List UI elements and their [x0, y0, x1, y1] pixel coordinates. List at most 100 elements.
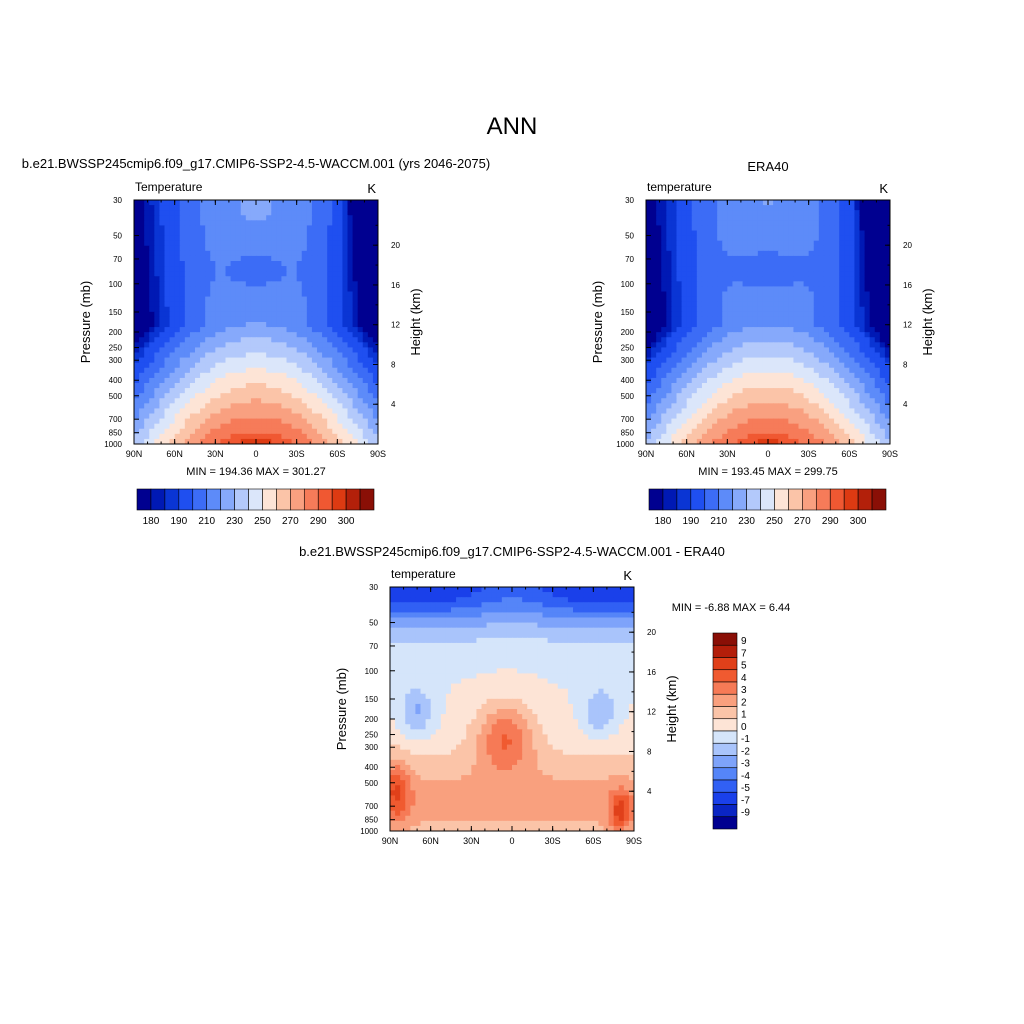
x-tick-label: 0	[253, 449, 258, 459]
contour-cell	[722, 428, 728, 435]
contour-cell	[286, 372, 293, 379]
contour-cell	[240, 362, 247, 369]
contour-cell	[332, 255, 338, 262]
contour-cell	[154, 327, 161, 333]
contour-cell	[552, 587, 559, 593]
contour-cell	[311, 398, 318, 404]
contour-cell	[874, 266, 881, 272]
contour-cell	[261, 423, 267, 430]
contour-cell	[311, 418, 318, 425]
contour-cell	[676, 225, 683, 232]
contour-cell	[139, 250, 145, 257]
contour-cell	[286, 261, 293, 267]
contour-cell	[834, 200, 840, 206]
contour-cell	[367, 266, 374, 272]
contour-cell	[603, 587, 610, 593]
contour-cell	[266, 230, 272, 237]
contour-cell	[676, 250, 683, 257]
contour-cell	[189, 225, 196, 232]
contour-cell	[869, 205, 876, 211]
contour-cell	[651, 357, 657, 364]
contour-cell	[839, 301, 845, 308]
contour-cell	[512, 592, 518, 598]
contour-cell	[174, 261, 181, 267]
contour-cell	[367, 327, 374, 333]
contour-cell	[768, 316, 774, 323]
contour-cell	[722, 367, 728, 374]
contour-cell	[813, 408, 820, 415]
contour-cell	[691, 301, 698, 308]
contour-cell	[184, 200, 191, 206]
contour-cell	[367, 367, 374, 374]
contour-cell	[159, 271, 166, 277]
contour-cell	[752, 200, 759, 206]
contour-cell	[327, 367, 333, 374]
contour-cell	[281, 261, 288, 267]
contour-cell	[681, 301, 688, 308]
contour-cell	[317, 306, 323, 313]
contour-cell	[834, 423, 840, 430]
contour-cell	[701, 306, 708, 313]
contour-cell	[154, 220, 161, 227]
contour-cell	[798, 316, 805, 323]
contour-cell	[864, 296, 871, 303]
contour-cell	[844, 372, 850, 379]
contour-cell	[747, 311, 754, 318]
contour-cell	[139, 316, 145, 323]
contour-cell	[286, 200, 293, 206]
contour-cell	[834, 362, 840, 369]
contour-cell	[367, 377, 374, 384]
contour-cell	[722, 423, 728, 430]
contour-cell	[646, 377, 652, 384]
contour-cell	[306, 377, 313, 384]
contour-cell	[752, 418, 759, 425]
contour-cell	[686, 383, 693, 389]
contour-cell	[839, 383, 845, 389]
contour-cell	[722, 200, 728, 206]
contour-cell	[854, 240, 861, 247]
contour-cell	[701, 245, 708, 252]
contour-cell	[301, 316, 308, 323]
contour-cell	[210, 240, 216, 247]
contour-cell	[788, 362, 795, 369]
contour-cell	[757, 357, 764, 364]
contour-cell	[691, 327, 698, 333]
contour-cell	[712, 362, 718, 369]
contour-cell	[646, 388, 652, 394]
contour-cell	[696, 225, 703, 232]
contour-cell	[332, 428, 338, 435]
contour-cell	[651, 306, 657, 313]
contour-cell	[666, 428, 673, 435]
contour-cell	[367, 413, 374, 420]
contour-cell	[342, 418, 349, 425]
contour-cell	[322, 342, 328, 349]
contour-cell	[271, 230, 277, 237]
contour-cell	[783, 408, 789, 415]
colorbar-label: 290	[310, 516, 327, 527]
contour-cell	[205, 408, 211, 415]
contour-cell	[144, 250, 150, 257]
contour-cell	[144, 220, 150, 227]
contour-cell	[813, 230, 820, 237]
contour-cell	[245, 438, 252, 444]
contour-cell	[829, 220, 835, 227]
contour-cell	[322, 235, 328, 242]
contour-cell	[808, 332, 815, 338]
contour-cell	[527, 587, 533, 593]
contour-cell	[210, 235, 216, 242]
contour-cell	[215, 383, 222, 389]
contour-cell	[762, 413, 769, 420]
page-title: ANN	[486, 113, 538, 140]
contour-cell	[696, 332, 703, 338]
contour-cell	[778, 408, 784, 415]
contour-cell	[184, 352, 191, 359]
contour-cell	[686, 215, 693, 221]
contour-cell	[179, 367, 186, 374]
contour-cell	[742, 423, 749, 430]
contour-cell	[144, 230, 150, 237]
contour-cell	[803, 337, 810, 343]
contour-cell	[742, 352, 749, 359]
contour-cell	[372, 352, 378, 359]
contour-cell	[271, 225, 277, 232]
contour-cell	[261, 210, 267, 216]
